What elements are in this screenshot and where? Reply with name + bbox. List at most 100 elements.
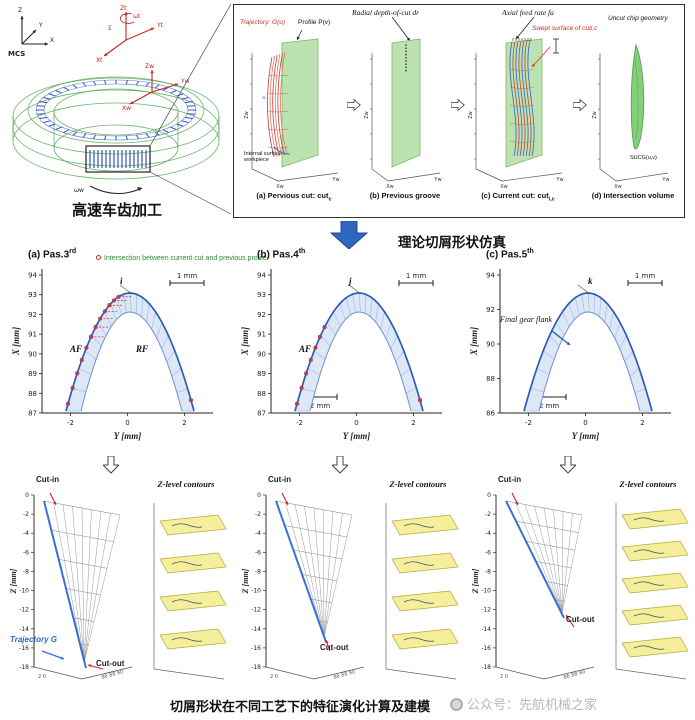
gear-caption: 高速车齿加工	[71, 202, 162, 219]
final-gear-flank-label: Final gear flank	[500, 315, 552, 324]
gear-3d-view: Z Y X MCS Zt Yt Xt ωt Σ Zw Yw Xw ωw	[8, 3, 232, 215]
svg-text:94: 94	[257, 272, 266, 280]
svg-text:u: u	[262, 95, 265, 101]
chip-plot-pass5: 0 -2 -4 -6 -8 -10 -12 -14 -16 -18 Z [mm] 2 0 86 88 9…	[470, 473, 695, 691]
svg-text:MCS: MCS	[8, 50, 25, 58]
z-level-contours: Z-level contours	[602, 479, 694, 683]
pointer-letter: i	[120, 276, 123, 286]
panel-d-caption: (d) Intersection volume	[591, 191, 675, 200]
rotation-arrow: ωw	[74, 185, 143, 194]
chip-plot-pass3: 0 -2 -4 -6 -8 -10 -12 -14 -16 -18 Z [mm] 2 0 86 88 9…	[8, 473, 233, 691]
svg-text:2: 2	[411, 419, 415, 427]
svg-text:-16: -16	[251, 645, 261, 652]
internal-surface-note: Internal surface of workpiece	[244, 151, 289, 164]
z-level-contours: Z-level contours	[140, 479, 232, 683]
chip-3d-chart: 0 -2 -4 -6 -8 -10 -12 -14 -16 -18 Z [mm] 2 0 86 88 9…	[9, 492, 133, 681]
panel-current-cut: Zw Xw Yw	[468, 38, 564, 189]
svg-text:2 0: 2 0	[270, 674, 278, 680]
svg-text:Yw: Yw	[331, 177, 339, 183]
svg-text:93: 93	[28, 291, 37, 299]
callout-rectangle	[85, 145, 151, 173]
svg-text:Xw: Xw	[614, 184, 622, 189]
svg-text:Zw: Zw	[364, 111, 370, 119]
plot-pass4: (b) Pas.4th 94 93 92 91 90 89 88 87 -2 0 2 Y [mm] X …	[237, 248, 459, 456]
svg-text:Zw: Zw	[592, 111, 598, 119]
red-circle-marker	[96, 255, 101, 260]
svg-text:89: 89	[28, 370, 37, 378]
svg-text:91: 91	[257, 331, 266, 339]
svg-text:Σ: Σ	[108, 25, 112, 32]
svg-text:Zw: Zw	[468, 111, 474, 119]
svg-text:-12: -12	[481, 607, 491, 614]
panel-previous-groove: Zw Xw Yw	[364, 38, 442, 189]
rf-label: RF	[136, 344, 149, 354]
svg-text:2 0: 2 0	[38, 674, 46, 680]
svg-text:Xt: Xt	[96, 57, 103, 64]
svg-text:0: 0	[25, 492, 29, 499]
svg-text:0: 0	[354, 419, 358, 427]
gear-teeth	[35, 79, 197, 141]
down-arrow-icon	[332, 456, 348, 474]
svg-text:88: 88	[28, 390, 37, 398]
cut-in-label: Cut-in	[36, 475, 60, 484]
callout-line-top	[149, 3, 232, 147]
plot-title: (a) Pas.3rd	[28, 248, 77, 261]
svg-text:Xw: Xw	[122, 105, 131, 112]
svg-text:0: 0	[583, 419, 587, 427]
svg-text:X [mm]: X [mm]	[240, 327, 250, 356]
legend-text: Intersection between current cut and pre…	[104, 255, 267, 262]
svg-text:-6: -6	[485, 549, 491, 556]
svg-text:Xw: Xw	[386, 184, 394, 189]
plot-legend: Intersection between current cut and pre…	[96, 255, 267, 262]
chip-plot-pass4: 0 -2 -4 -6 -8 -10 -12 -14 -16 -18 Z [mm] 2 0 86 88 9…	[240, 473, 465, 691]
pass3-chart: 94 93 92 91 90 89 88 87 -2 0 2 Y [mm] X [mm] 1 mm	[11, 269, 213, 441]
svg-text:Z: Z	[18, 7, 22, 14]
svg-text:86 88 90: 86 88 90	[563, 669, 586, 681]
svg-text:88: 88	[486, 375, 495, 383]
down-arrow-icon	[103, 456, 119, 474]
contours-chart	[615, 503, 689, 680]
svg-text:Y [mm]: Y [mm]	[343, 431, 370, 441]
svg-text:Y [mm]: Y [mm]	[572, 431, 599, 441]
svg-text:Zw: Zw	[244, 111, 250, 119]
svg-text:-14: -14	[251, 626, 261, 633]
svg-text:X [mm]: X [mm]	[469, 327, 479, 356]
svg-text:X [mm]: X [mm]	[11, 327, 21, 356]
svg-text:ωw: ωw	[74, 187, 84, 194]
svg-text:2: 2	[640, 419, 644, 427]
pass5-chart: 94 92 90 88 86 -2 0 2 Y [mm] X [mm] 1 mm 2 mm	[469, 269, 671, 441]
svg-text:87: 87	[257, 410, 266, 418]
contours-chart	[153, 503, 227, 680]
svg-text:Xw: Xw	[500, 184, 508, 189]
profile-annotation: Profile P(v)	[298, 19, 331, 26]
svg-text:-14: -14	[19, 626, 29, 633]
svg-text:-2: -2	[67, 419, 74, 427]
svg-text:90: 90	[486, 341, 495, 349]
logo-icon	[450, 698, 463, 711]
plot-pass5: (c) Pas.5th 94 92 90 88 86 -2 0 2 Y [mm] X [mm] 1 …	[466, 248, 688, 456]
plot-title: (c) Pas.5th	[486, 248, 534, 261]
svg-text:86 88 90: 86 88 90	[101, 669, 124, 681]
svg-text:Zw: Zw	[145, 63, 154, 70]
svg-text:-18: -18	[481, 664, 491, 671]
svg-text:-18: -18	[251, 664, 261, 671]
svg-text:1 mm: 1 mm	[177, 272, 197, 280]
svg-text:90: 90	[28, 350, 37, 358]
svg-text:Yt: Yt	[156, 22, 164, 29]
svg-text:88: 88	[257, 390, 266, 398]
svg-text:89: 89	[257, 370, 266, 378]
watermark: 公众号：先航机械之家	[450, 694, 597, 713]
ucg-surface-label: SUCG(u,v)	[630, 155, 657, 161]
svg-text:Yw: Yw	[555, 177, 563, 183]
cut-out-label: Cut-out	[320, 643, 349, 652]
svg-text:-10: -10	[251, 588, 261, 595]
svg-text:Z [mm]: Z [mm]	[471, 568, 480, 594]
pointer-letter: j	[349, 276, 352, 286]
svg-text:93: 93	[257, 291, 266, 299]
svg-text:86: 86	[486, 410, 495, 418]
coordinate-axes: Z Y X MCS Zt Yt Xt ωt Σ Zw Yw Xw	[8, 5, 190, 112]
svg-text:2 mm: 2 mm	[310, 402, 330, 410]
svg-text:-12: -12	[19, 607, 29, 614]
svg-text:2 mm: 2 mm	[539, 402, 559, 410]
svg-text:0: 0	[257, 492, 261, 499]
